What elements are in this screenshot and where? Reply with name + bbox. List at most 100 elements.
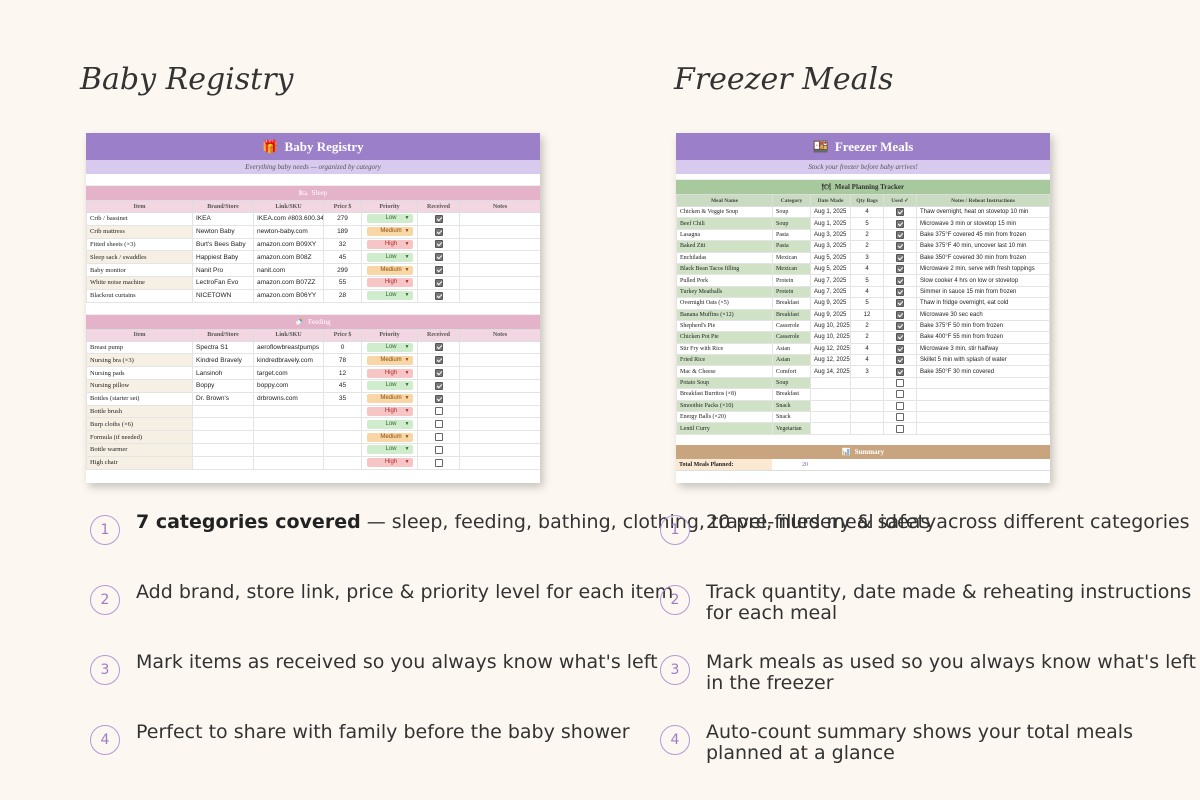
item-cell[interactable]: Fitted sheets (×3) — [86, 237, 193, 252]
received-checkbox[interactable] — [434, 369, 443, 378]
category-cell[interactable]: Soup — [772, 376, 811, 390]
brand-cell[interactable]: Boppy — [192, 378, 254, 393]
date-cell[interactable] — [810, 422, 851, 435]
qty-cell[interactable]: 4 — [850, 205, 884, 219]
date-cell[interactable]: Aug 5, 2025 — [810, 262, 851, 276]
category-cell[interactable]: Soup — [772, 205, 811, 219]
qty-cell[interactable]: 12 — [850, 308, 884, 321]
item-cell[interactable]: Nursing pads — [86, 366, 193, 380]
notes-cell[interactable] — [459, 404, 540, 419]
priority-dropdown[interactable]: Low ▼ — [366, 419, 413, 429]
meal-name-cell[interactable]: Overnight Oats (×5) — [676, 297, 773, 310]
date-cell[interactable] — [810, 376, 851, 390]
brand-cell[interactable]: Happiest Baby — [192, 250, 254, 265]
priority-dropdown[interactable]: Low ▼ — [366, 291, 413, 301]
date-cell[interactable]: Aug 14, 2025 — [810, 365, 851, 378]
brand-cell[interactable]: Nanit Pro — [192, 263, 254, 277]
notes-cell[interactable] — [459, 442, 540, 457]
qty-cell[interactable]: 5 — [850, 217, 884, 230]
meal-name-cell[interactable]: Chicken Pot Pie — [676, 331, 773, 344]
received-checkbox[interactable] — [434, 458, 443, 467]
category-cell[interactable]: Pasta — [772, 240, 811, 253]
category-cell[interactable]: Mexican — [772, 262, 811, 276]
qty-cell[interactable] — [850, 388, 884, 401]
date-cell[interactable]: Aug 7, 2025 — [810, 274, 851, 287]
notes-cell[interactable]: Thaw in fridge overnight, eat cold — [916, 297, 1050, 310]
meal-name-cell[interactable]: Shepherd's Pie — [676, 319, 773, 333]
notes-cell[interactable]: Bake 350°F covered 30 min from frozen — [916, 251, 1050, 264]
category-cell[interactable]: Casserole — [772, 319, 811, 333]
category-cell[interactable]: Snack — [772, 411, 811, 424]
price-cell[interactable]: 189 — [323, 224, 362, 239]
qty-cell[interactable]: 4 — [850, 262, 884, 276]
item-cell[interactable]: Sleep sack / swaddles — [86, 250, 193, 265]
notes-cell[interactable] — [459, 212, 540, 226]
category-cell[interactable]: Snack — [772, 399, 811, 413]
meal-name-cell[interactable]: Pulled Pork — [676, 274, 773, 287]
item-cell[interactable]: Bottles (starter set) — [86, 391, 193, 406]
notes-cell[interactable] — [459, 455, 540, 470]
item-cell[interactable]: Baby monitor — [86, 263, 193, 277]
priority-dropdown[interactable]: High ▼ — [366, 239, 413, 249]
used-checkbox[interactable] — [896, 253, 904, 262]
date-cell[interactable]: Aug 3, 2025 — [810, 228, 851, 242]
brand-cell[interactable]: Spectra S1 — [192, 340, 254, 355]
item-cell[interactable]: Formula (if needed) — [86, 430, 193, 444]
priority-dropdown[interactable]: Medium ▼ — [366, 265, 413, 275]
qty-cell[interactable] — [850, 411, 884, 424]
brand-cell[interactable]: Dr. Brown's — [192, 391, 254, 406]
brand-cell[interactable]: Newton Baby — [192, 224, 254, 239]
received-checkbox[interactable] — [434, 214, 443, 223]
qty-cell[interactable]: 4 — [850, 354, 884, 367]
notes-cell[interactable] — [459, 366, 540, 380]
price-cell[interactable]: 32 — [323, 237, 362, 252]
used-checkbox[interactable] — [896, 401, 904, 410]
priority-dropdown[interactable]: High ▼ — [366, 368, 413, 378]
price-cell[interactable] — [323, 455, 362, 470]
priority-dropdown[interactable]: Medium ▼ — [366, 227, 413, 237]
date-cell[interactable] — [810, 411, 851, 424]
meal-name-cell[interactable]: Banana Muffins (×12) — [676, 308, 773, 321]
category-cell[interactable]: Pasta — [772, 228, 811, 242]
category-cell[interactable]: Protein — [772, 274, 811, 287]
qty-cell[interactable]: 2 — [850, 319, 884, 333]
notes-cell[interactable] — [459, 430, 540, 444]
item-cell[interactable]: Bottle brush — [86, 404, 193, 419]
received-checkbox[interactable] — [434, 420, 443, 429]
notes-cell[interactable] — [916, 399, 1050, 413]
category-cell[interactable]: Breakfast — [772, 308, 811, 321]
brand-cell[interactable]: IKEA — [192, 212, 254, 226]
brand-cell[interactable]: Lansinoh — [192, 366, 254, 380]
link-cell[interactable]: target.com — [253, 366, 324, 380]
link-cell[interactable] — [253, 455, 324, 470]
link-cell[interactable]: amazon.com B09XY — [253, 237, 324, 252]
used-checkbox[interactable] — [896, 344, 904, 353]
meal-name-cell[interactable]: Baked Ziti — [676, 240, 773, 253]
used-checkbox[interactable] — [896, 424, 904, 433]
date-cell[interactable]: Aug 1, 2025 — [810, 217, 851, 230]
priority-dropdown[interactable]: High ▼ — [366, 406, 413, 416]
notes-cell[interactable] — [459, 288, 540, 303]
notes-cell[interactable] — [459, 378, 540, 393]
category-cell[interactable]: Mexican — [772, 251, 811, 264]
notes-cell[interactable] — [916, 388, 1050, 401]
link-cell[interactable]: boppy.com — [253, 378, 324, 393]
qty-cell[interactable]: 4 — [850, 342, 884, 356]
date-cell[interactable]: Aug 1, 2025 — [810, 205, 851, 219]
price-cell[interactable]: 35 — [323, 391, 362, 406]
date-cell[interactable]: Aug 10, 2025 — [810, 319, 851, 333]
link-cell[interactable] — [253, 404, 324, 419]
date-cell[interactable]: Aug 12, 2025 — [810, 342, 851, 356]
notes-cell[interactable] — [916, 411, 1050, 424]
qty-cell[interactable]: 2 — [850, 228, 884, 242]
notes-cell[interactable]: Bake 350°F 30 min covered — [916, 365, 1050, 378]
used-checkbox[interactable] — [896, 413, 904, 422]
notes-cell[interactable]: Bake 375°F covered 45 min from frozen — [916, 228, 1050, 242]
received-checkbox[interactable] — [434, 240, 443, 249]
meal-name-cell[interactable]: Black Bean Tacos filling — [676, 262, 773, 276]
item-cell[interactable]: Nursing bra (×3) — [86, 353, 193, 368]
received-checkbox[interactable] — [434, 356, 443, 365]
notes-cell[interactable]: Skillet 5 min with splash of water — [916, 354, 1050, 367]
notes-cell[interactable] — [916, 422, 1050, 435]
link-cell[interactable]: IKEA.com #803.600.34 — [253, 212, 324, 226]
